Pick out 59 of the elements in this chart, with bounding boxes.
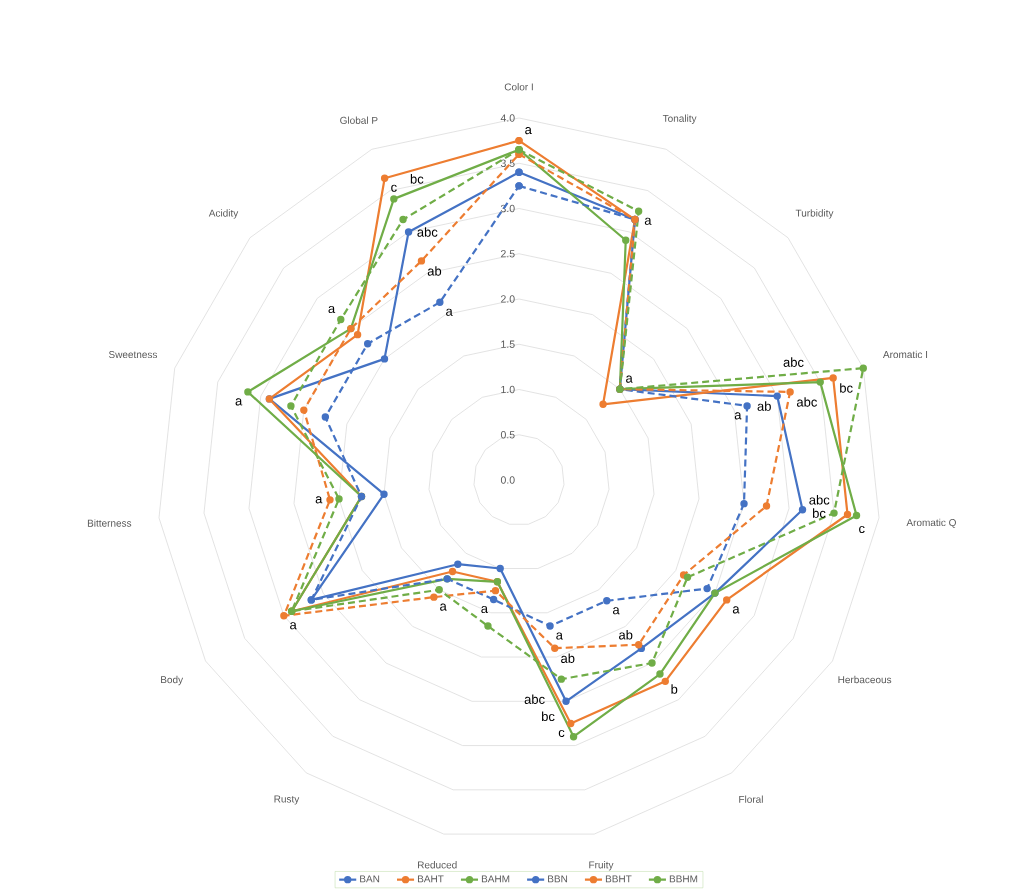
- spoke-label: Aromatic Q: [906, 518, 956, 528]
- spoke-label: Aromatic I: [882, 350, 928, 359]
- data-label: a: [446, 308, 453, 316]
- data-label: c: [859, 525, 865, 534]
- spoke-label: Sweetness: [108, 351, 158, 359]
- legend-label: BAN: [360, 875, 380, 883]
- spoke-label: Fruity: [589, 861, 614, 871]
- data-label: a: [328, 305, 336, 314]
- legend-label: BBN: [548, 875, 568, 883]
- legend-label: BAHM: [481, 875, 510, 883]
- data-label: a: [644, 217, 652, 225]
- data-label: ab: [619, 629, 633, 640]
- data-label: a: [481, 605, 488, 614]
- spoke-label: Acidity: [208, 209, 239, 219]
- data-label: bc: [812, 508, 826, 518]
- y-tick-label: 0.0: [500, 476, 515, 484]
- data-label: abc: [417, 227, 438, 237]
- spoke-label: Body: [161, 675, 184, 686]
- data-label: bc: [542, 711, 555, 722]
- spoke-label: Bitterness: [87, 519, 132, 527]
- y-tick-label: 0.5: [500, 431, 515, 439]
- data-label: ab: [427, 266, 442, 276]
- data-label: a: [525, 127, 532, 135]
- y-tick-label: 1.0: [501, 385, 515, 394]
- spoke-label: Global P: [340, 116, 378, 124]
- y-tick-label: 1.5: [501, 340, 515, 348]
- spoke-label: Turbidity: [795, 209, 834, 219]
- y-tick-label: 4.0: [500, 114, 515, 122]
- spoke-label: Floral: [739, 795, 763, 803]
- data-label: abc: [796, 397, 818, 407]
- data-label: a: [612, 607, 620, 615]
- data-label: abc: [783, 357, 804, 367]
- data-label: c: [558, 729, 565, 737]
- data-label: b: [671, 684, 678, 694]
- data-label: ab: [757, 401, 771, 411]
- data-label: ab: [561, 653, 575, 663]
- legend-label: BBHT: [605, 875, 632, 883]
- data-label: bc: [840, 383, 853, 393]
- data-label: a: [290, 622, 297, 630]
- legend-label: BAHT: [417, 875, 444, 883]
- data-label: a: [556, 632, 563, 640]
- spoke-label: Reduced: [418, 861, 457, 869]
- data-label: abc: [524, 694, 545, 704]
- spoke-label: Herbaceous: [838, 675, 892, 684]
- y-tick-label: 2.5: [501, 250, 515, 258]
- data-label: abc: [809, 495, 830, 505]
- data-label: a: [315, 496, 323, 504]
- spoke-label: Tonality: [662, 114, 697, 124]
- data-label: a: [732, 606, 740, 614]
- data-label: a: [440, 603, 447, 611]
- data-label: bc: [410, 174, 424, 184]
- legend-label: BBHM: [669, 875, 698, 883]
- data-label: a: [734, 412, 742, 420]
- spoke-label: Color I: [504, 83, 533, 91]
- spoke-label: Rusty: [274, 795, 300, 805]
- data-label: a: [235, 398, 243, 406]
- data-label: a: [626, 375, 633, 383]
- y-tick-label: 2.0: [501, 295, 515, 303]
- data-label: c: [391, 184, 397, 192]
